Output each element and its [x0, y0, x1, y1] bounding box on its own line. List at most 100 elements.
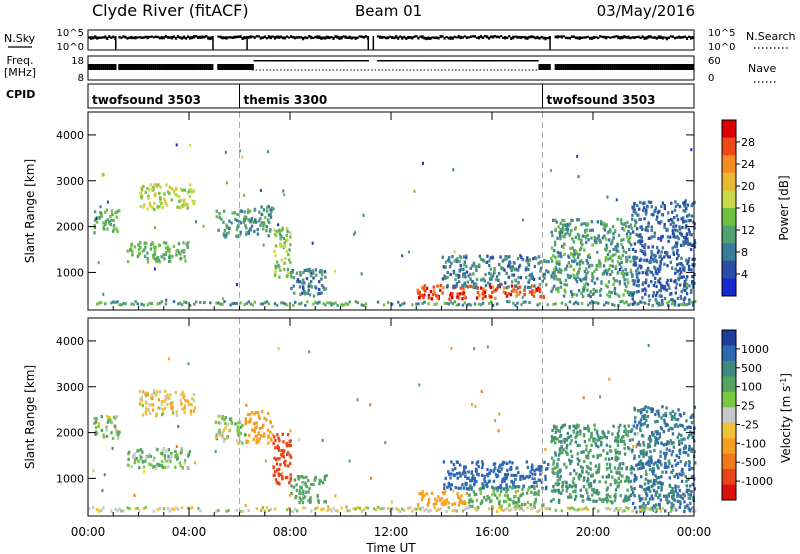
data-point — [579, 488, 583, 492]
data-point — [656, 441, 660, 445]
ground-scatter-point — [328, 507, 331, 511]
data-point — [609, 229, 612, 234]
ground-scatter-point — [689, 300, 693, 304]
freq-sample — [465, 60, 468, 62]
data-point — [629, 243, 633, 247]
freq-sample — [186, 64, 190, 70]
data-point — [253, 208, 257, 212]
data-point — [262, 227, 265, 231]
freq-sample — [619, 64, 622, 70]
data-point — [648, 468, 652, 472]
data-point — [498, 465, 501, 469]
data-point — [595, 429, 599, 433]
data-point — [283, 261, 286, 265]
data-point — [660, 427, 664, 431]
data-point — [322, 286, 325, 290]
data-point — [267, 441, 270, 445]
sparse-data-point — [330, 301, 333, 305]
power-y-axis-label: Slant Range [km] — [23, 159, 37, 263]
data-point — [614, 265, 618, 269]
data-point — [458, 259, 461, 264]
data-point — [585, 228, 589, 233]
data-point — [663, 456, 667, 461]
data-point — [175, 193, 179, 198]
noise-sample — [235, 35, 238, 39]
freq-sample — [207, 64, 210, 70]
data-point — [292, 485, 296, 489]
data-point — [675, 454, 678, 458]
freq-sample — [201, 64, 204, 70]
data-point — [683, 506, 687, 510]
ground-scatter-point — [100, 508, 103, 512]
freq-sample — [237, 64, 240, 70]
data-point — [660, 463, 663, 467]
noise-sample — [611, 36, 614, 39]
data-point — [427, 500, 431, 505]
data-point — [286, 267, 290, 272]
data-point — [483, 480, 487, 484]
data-point — [557, 428, 560, 433]
data-point — [678, 231, 682, 235]
data-point — [481, 486, 485, 490]
data-point — [563, 252, 566, 256]
data-point — [631, 448, 634, 452]
freq-sample — [245, 64, 248, 70]
data-point — [239, 230, 242, 234]
data-point — [683, 437, 686, 441]
ground-scatter-point — [290, 509, 293, 513]
data-point — [236, 226, 239, 230]
sparse-data-point — [101, 174, 104, 178]
data-point — [639, 200, 642, 205]
freq-sample — [314, 60, 317, 62]
ground-scatter-point — [554, 302, 558, 306]
data-point — [188, 450, 192, 454]
data-point — [616, 438, 619, 442]
noise-sample — [334, 35, 337, 39]
data-point — [623, 424, 626, 428]
data-point — [517, 275, 520, 280]
data-point — [633, 279, 636, 283]
data-point — [672, 225, 675, 229]
sparse-data-point — [576, 154, 579, 158]
data-point — [650, 494, 654, 498]
data-point — [629, 493, 632, 498]
ground-scatter-point — [465, 506, 469, 510]
data-point — [527, 263, 530, 267]
noise-sample — [498, 35, 501, 39]
data-point — [578, 473, 581, 477]
colorbar-tick-label: 25 — [741, 400, 755, 413]
data-point — [521, 474, 524, 478]
noise-sample — [479, 35, 483, 39]
data-point — [466, 280, 469, 284]
data-point — [457, 293, 460, 297]
data-point — [316, 494, 319, 498]
data-point — [693, 241, 697, 245]
data-point — [639, 217, 642, 221]
data-point — [535, 484, 539, 488]
data-point — [551, 234, 554, 238]
data-point — [133, 452, 137, 456]
data-point — [162, 408, 165, 412]
ground-scatter-point — [566, 506, 570, 510]
data-point — [638, 271, 641, 275]
data-point — [650, 228, 653, 233]
data-point — [580, 222, 583, 226]
data-point — [607, 430, 610, 434]
data-point — [139, 397, 142, 401]
data-point — [239, 232, 242, 236]
data-point — [512, 289, 515, 293]
sparse-data-point — [401, 254, 404, 258]
data-point — [489, 256, 492, 260]
noise-sample — [320, 36, 323, 40]
data-point — [155, 259, 158, 263]
data-point — [669, 218, 673, 222]
noise-sample — [496, 35, 499, 39]
data-point — [168, 191, 171, 195]
ground-scatter-point — [500, 508, 503, 512]
data-point — [226, 422, 230, 427]
data-point — [287, 432, 290, 437]
data-point — [636, 213, 639, 217]
ground-scatter-point — [304, 506, 307, 510]
freq-sample — [542, 64, 545, 70]
data-point — [644, 271, 648, 275]
